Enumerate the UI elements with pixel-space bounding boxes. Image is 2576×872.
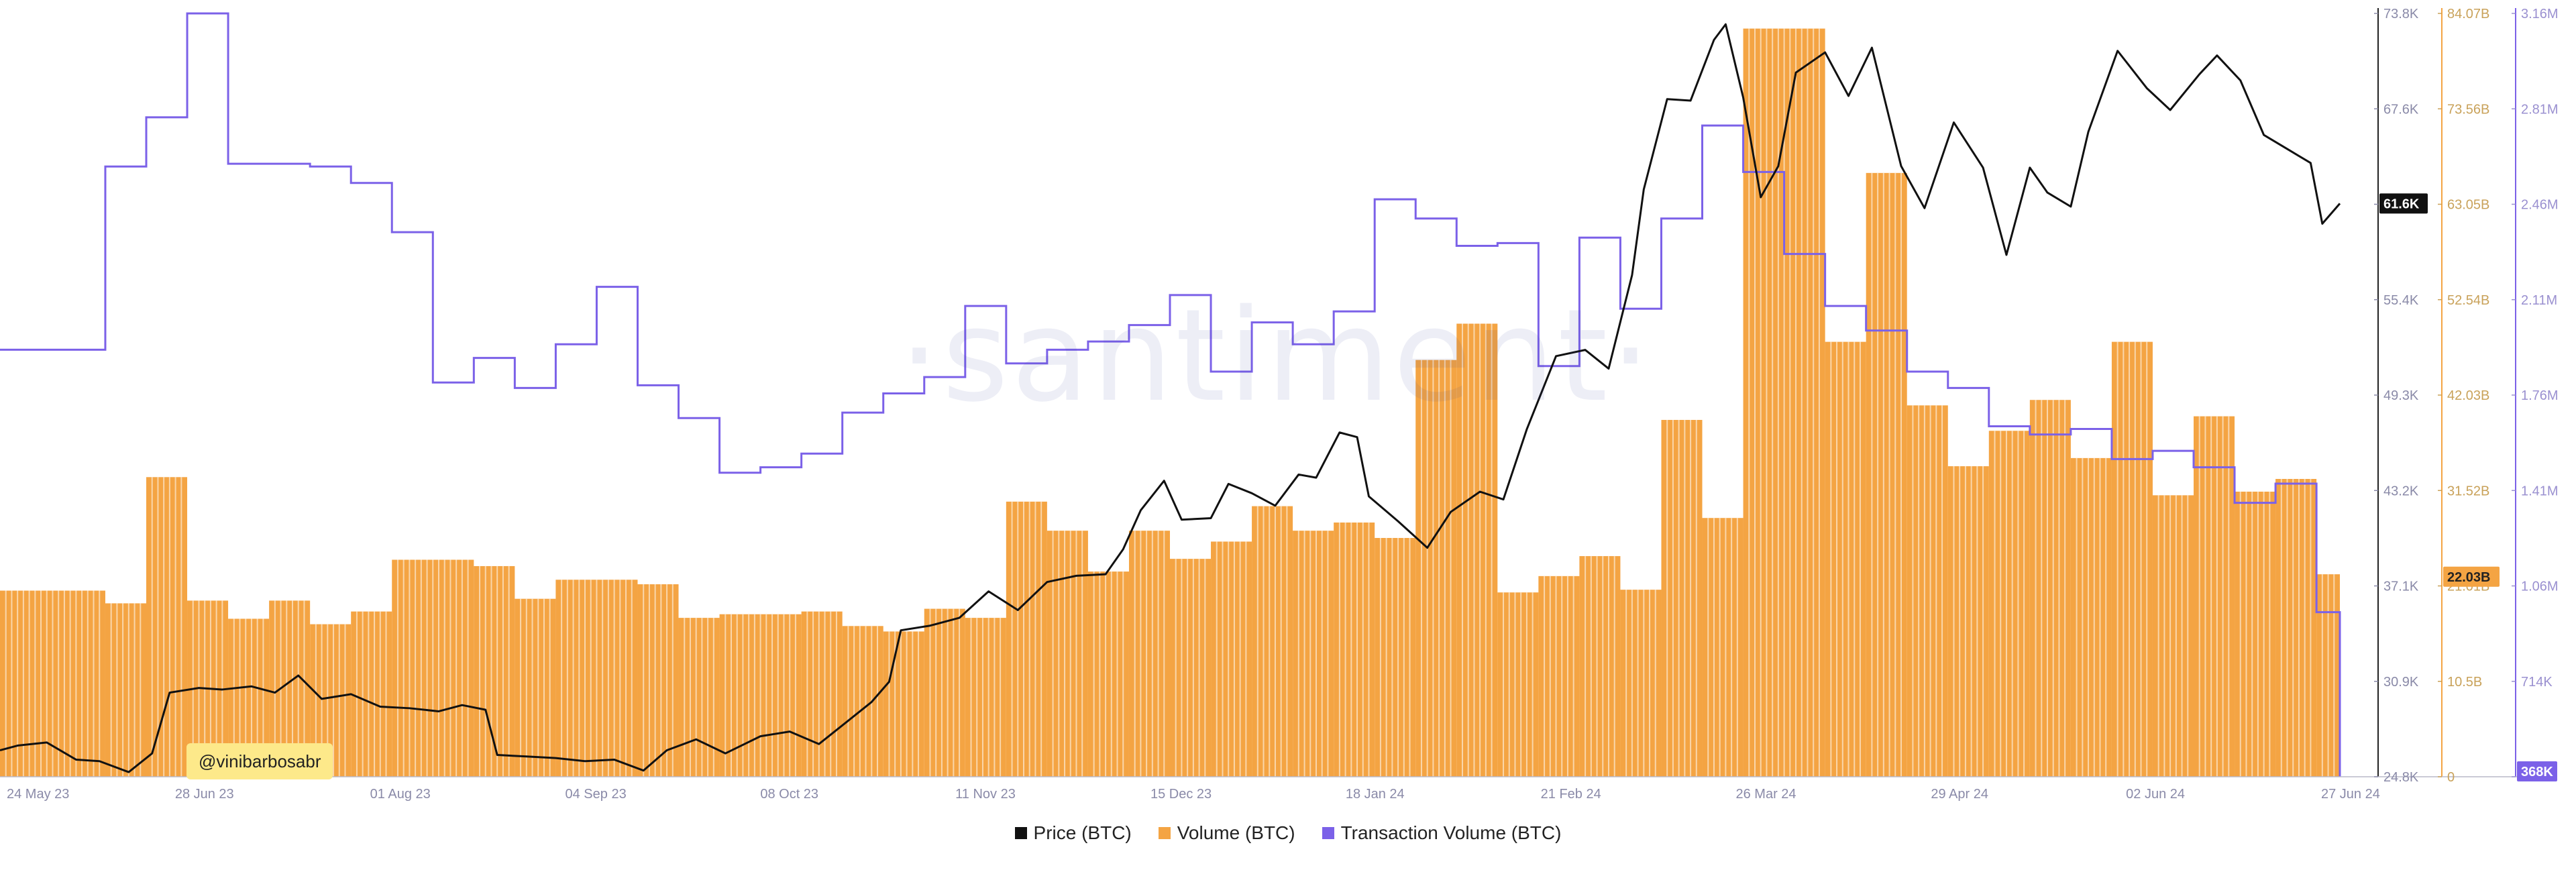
volume-bar xyxy=(515,598,556,777)
volume-bar xyxy=(1702,518,1743,777)
volume-bar xyxy=(1947,466,1989,777)
volume-axis-tick-label: 52.54B xyxy=(2447,293,2489,308)
tx-volume-axis-tick-label: 1.76M xyxy=(2521,388,2559,403)
x-tick-label: 15 Dec 23 xyxy=(1150,787,1212,802)
volume-bar xyxy=(1087,571,1129,777)
x-tick-label: 18 Jan 24 xyxy=(1346,787,1405,802)
tx-volume-axis-tick-label: 1.41M xyxy=(2521,484,2559,498)
x-tick-label: 28 Jun 23 xyxy=(175,787,234,802)
volume-bar xyxy=(351,611,392,777)
x-tick-label: 11 Nov 23 xyxy=(955,787,1016,802)
volume-bar xyxy=(1415,360,1457,777)
legend-label-tx-volume: Transaction Volume (BTC) xyxy=(1340,822,1562,843)
current-price-badge-bg xyxy=(2379,193,2428,214)
volume-bar xyxy=(2070,457,2112,777)
volume-bar xyxy=(1375,537,1416,777)
volume-bar xyxy=(1456,323,1498,777)
legend-item-tx-volume[interactable]: Transaction Volume (BTC) xyxy=(1322,822,1562,844)
volume-axis-tick-label: 73.56B xyxy=(2447,102,2489,117)
x-tick-label: 08 Oct 23 xyxy=(760,787,818,802)
volume-bar xyxy=(842,626,883,777)
price-axis-tick-label: 24.8K xyxy=(2383,770,2419,785)
volume-bar xyxy=(801,611,843,777)
volume-axis-tick-label: 84.07B xyxy=(2447,7,2489,21)
price-axis-tick-label: 67.6K xyxy=(2383,102,2419,117)
x-tick-label: 01 Aug 23 xyxy=(370,787,431,802)
volume-bar xyxy=(1170,559,1212,777)
x-tick-label: 27 Jun 24 xyxy=(2321,787,2380,802)
tx-volume-axis-tick-label: 1.06M xyxy=(2521,580,2559,594)
volume-bar xyxy=(2275,479,2317,777)
volume-axis-tick-label: 0 xyxy=(2447,770,2455,785)
legend-item-volume[interactable]: Volume (BTC) xyxy=(1158,822,1295,844)
volume-bar xyxy=(1252,506,1293,777)
volume-bar xyxy=(637,584,679,777)
volume-bar xyxy=(2111,341,2153,777)
legend-label-price: Price (BTC) xyxy=(1033,822,1132,843)
legend-swatch-tx-volume xyxy=(1322,827,1334,839)
legend-swatch-price xyxy=(1014,827,1027,839)
price-axis-tick-label: 43.2K xyxy=(2383,484,2419,498)
volume-bar xyxy=(1988,431,2030,777)
current-tx-volume-badge-bg xyxy=(2517,761,2557,781)
volume-bar xyxy=(105,603,146,777)
volume-bar xyxy=(2194,416,2235,777)
x-tick-label: 04 Sep 23 xyxy=(566,787,627,802)
volume-bar xyxy=(1620,590,1662,777)
x-tick-label: 24 May 23 xyxy=(7,787,69,802)
price-axis-tick-label: 49.3K xyxy=(2383,388,2419,403)
volume-bar xyxy=(1497,592,1539,777)
volume-bar xyxy=(1579,556,1621,777)
tx-volume-axis-tick-label: 3.16M xyxy=(2521,7,2559,21)
volume-axis-tick-label: 63.05B xyxy=(2447,198,2489,213)
current-volume-badge-bg xyxy=(2443,566,2500,587)
price-line xyxy=(0,23,2341,773)
volume-bar xyxy=(678,618,720,777)
volume-axis-tick-label: 31.52B xyxy=(2447,484,2489,498)
x-tick-label: 29 Apr 24 xyxy=(1931,787,1988,802)
tx-volume-axis-tick-label: 714K xyxy=(2521,675,2553,690)
legend-swatch-volume xyxy=(1158,827,1171,839)
volume-bar xyxy=(924,608,965,777)
volume-bar xyxy=(1334,522,1375,777)
price-axis-tick-label: 37.1K xyxy=(2383,580,2419,594)
transaction-volume-line xyxy=(0,12,2341,777)
volume-bar xyxy=(1825,341,1866,777)
volume-bar xyxy=(2152,495,2194,777)
volume-bar xyxy=(883,631,924,777)
volume-bar xyxy=(1538,576,1580,777)
volume-axis-tick-label: 42.03B xyxy=(2447,388,2489,403)
volume-bar xyxy=(2235,491,2276,777)
volume-bar xyxy=(1211,541,1252,777)
price-axis-tick-label: 73.8K xyxy=(2383,7,2419,21)
volume-bar xyxy=(1046,531,1088,777)
tx-volume-axis-tick-label: 2.11M xyxy=(2521,293,2557,308)
current-price-badge: 61.6K xyxy=(2383,197,2420,211)
volume-bar xyxy=(1006,501,1047,777)
current-volume-badge: 22.03B xyxy=(2447,570,2491,585)
price-axis-tick-label: 30.9K xyxy=(2383,675,2419,690)
chart-legend: Price (BTC) Volume (BTC) Transaction Vol… xyxy=(0,822,2576,844)
tx-volume-axis-tick-label: 2.46M xyxy=(2521,198,2559,213)
volume-bar xyxy=(1293,531,1334,777)
volume-bar xyxy=(1907,405,1948,777)
x-tick-label: 02 Jun 24 xyxy=(2126,787,2185,802)
volume-bar xyxy=(2029,400,2071,777)
legend-label-volume: Volume (BTC) xyxy=(1177,822,1295,843)
x-tick-label: 26 Mar 24 xyxy=(1736,787,1796,802)
volume-axis-tick-label: 10.5B xyxy=(2447,675,2482,690)
legend-item-price[interactable]: Price (BTC) xyxy=(1014,822,1132,844)
x-tick-label: 21 Feb 24 xyxy=(1541,787,1601,802)
volume-bar xyxy=(1128,531,1170,777)
volume-bar xyxy=(146,477,188,777)
volume-bar xyxy=(965,618,1006,777)
price-axis-tick-label: 55.4K xyxy=(2383,293,2419,308)
volume-bar xyxy=(1866,172,1907,777)
volume-bar xyxy=(1661,420,1703,777)
tx-volume-axis-tick-label: 2.81M xyxy=(2521,102,2559,117)
author-credit-badge: @vinibarbosabr xyxy=(186,743,333,779)
current-tx-volume-badge: 368K xyxy=(2521,765,2553,779)
